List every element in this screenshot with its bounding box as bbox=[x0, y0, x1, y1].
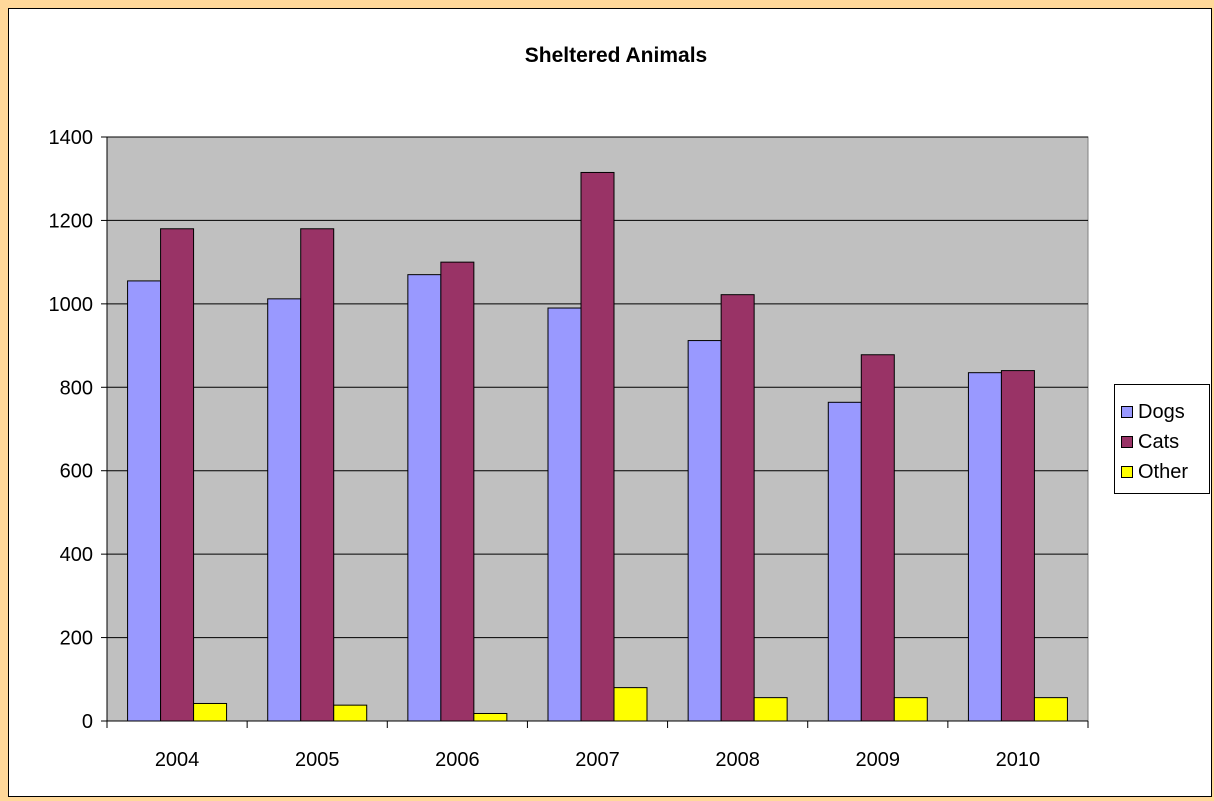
x-axis-ticks: 2004 2005 2006 2007 2008 2009 2010 bbox=[106, 721, 1089, 771]
bar-dogs-2009 bbox=[827, 401, 862, 722]
bars bbox=[127, 171, 1068, 722]
legend-item-other: Other bbox=[1121, 459, 1188, 485]
legend: Dogs Cats Other bbox=[1114, 384, 1210, 494]
legend-swatch-other bbox=[1121, 466, 1133, 478]
bar-dogs-2007 bbox=[547, 307, 582, 722]
y-tick-label-200: 200 bbox=[60, 628, 93, 650]
bar-cats-2005 bbox=[300, 228, 335, 722]
y-tick-label-1200: 1200 bbox=[49, 210, 94, 232]
bar-other-2006 bbox=[473, 712, 508, 722]
chart-title: Sheltered Animals bbox=[525, 44, 707, 67]
x-tick-label-2004: 2004 bbox=[155, 749, 200, 771]
x-tick-label-2007: 2007 bbox=[575, 749, 620, 771]
y-tick-label-400: 400 bbox=[60, 544, 93, 566]
y-tick-label-800: 800 bbox=[60, 377, 93, 399]
bar-dogs-2004 bbox=[127, 280, 162, 722]
bar-other-2008 bbox=[753, 697, 788, 722]
axes bbox=[106, 137, 1088, 722]
x-tick-label-2008: 2008 bbox=[715, 749, 760, 771]
legend-label-other: Other bbox=[1138, 461, 1189, 483]
bar-dogs-2005 bbox=[267, 298, 302, 722]
bar-other-2009 bbox=[893, 697, 928, 722]
bar-dogs-2006 bbox=[407, 274, 442, 722]
legend-label-cats: Cats bbox=[1138, 431, 1180, 453]
bar-cats-2004 bbox=[160, 228, 195, 722]
legend-item-dogs: Dogs bbox=[1121, 399, 1185, 425]
bar-cats-2007 bbox=[580, 171, 615, 722]
x-tick-label-2009: 2009 bbox=[856, 749, 901, 771]
bar-other-2005 bbox=[333, 704, 368, 722]
bar-other-2010 bbox=[1033, 697, 1068, 722]
bar-dogs-2010 bbox=[967, 372, 1002, 722]
bar-cats-2006 bbox=[440, 261, 475, 722]
y-tick-label-1000: 1000 bbox=[49, 294, 94, 316]
x-tick-label-2006: 2006 bbox=[435, 749, 480, 771]
legend-swatch-dogs bbox=[1121, 406, 1133, 418]
y-tick-label-600: 600 bbox=[60, 461, 93, 483]
y-tick-label-1400: 1400 bbox=[49, 127, 94, 149]
y-tick-label-0: 0 bbox=[82, 711, 93, 733]
legend-item-cats: Cats bbox=[1121, 429, 1179, 455]
legend-swatch-cats bbox=[1121, 436, 1133, 448]
bar-cats-2009 bbox=[860, 354, 895, 722]
legend-label-dogs: Dogs bbox=[1138, 401, 1185, 423]
bar-cats-2008 bbox=[720, 294, 755, 722]
bar-other-2007 bbox=[613, 687, 648, 722]
y-axis-ticks: 0 200 400 600 800 1000 1200 1400 bbox=[49, 127, 107, 733]
bar-dogs-2008 bbox=[687, 340, 722, 722]
x-tick-label-2010: 2010 bbox=[996, 749, 1041, 771]
bar-other-2004 bbox=[193, 702, 228, 722]
x-tick-label-2005: 2005 bbox=[295, 749, 340, 771]
bar-cats-2010 bbox=[1000, 370, 1035, 722]
